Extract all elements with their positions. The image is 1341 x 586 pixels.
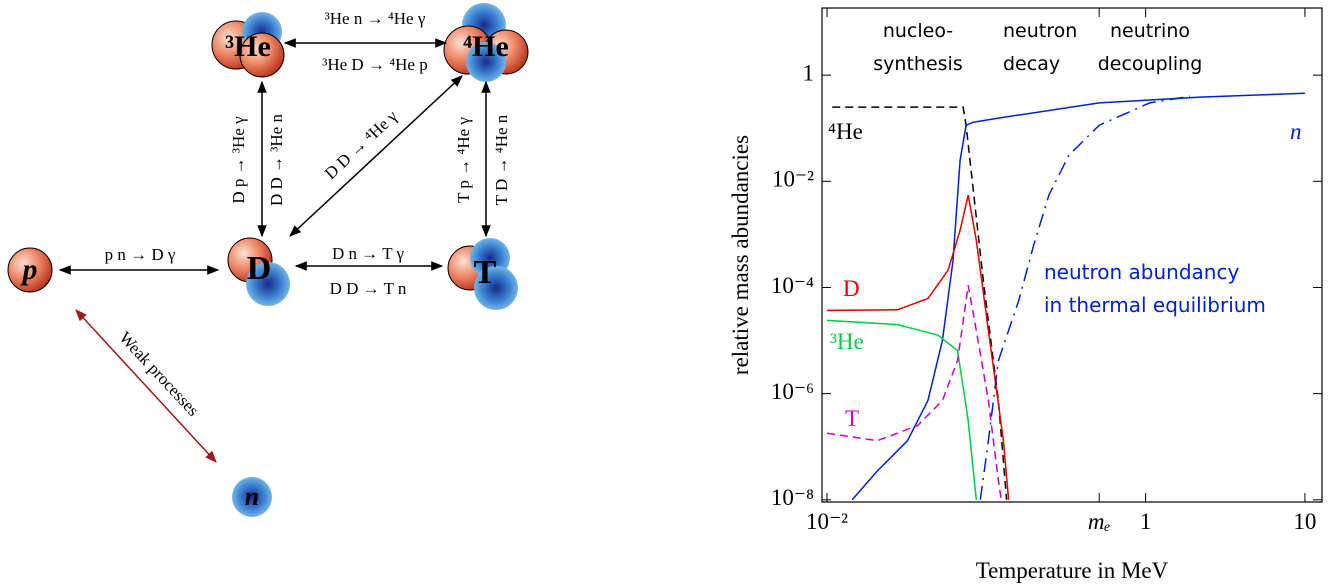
reaction-label: ³He D → ⁴He p: [322, 55, 427, 74]
annotation: neutrino decoupling: [1097, 20, 1203, 75]
reaction-arrow: [75, 309, 217, 463]
series-line: [979, 95, 1191, 500]
series-label: ³He: [830, 329, 864, 354]
x-tick-label: 1: [1140, 509, 1152, 534]
y-tick-label: 10⁻²: [772, 167, 814, 192]
reaction-arrow: [289, 75, 463, 237]
nucleon: [239, 32, 285, 78]
series-label: T: [845, 406, 860, 431]
plot-frame: [821, 7, 1323, 503]
nucleon: [7, 247, 53, 293]
annotation: nucleo- synthesis: [873, 20, 963, 75]
node-label: ³He: [225, 30, 271, 63]
y-tick-label: 1: [803, 60, 815, 85]
node-label: T: [474, 254, 497, 291]
series-line: [826, 285, 1002, 500]
reaction-label: p n → D γ: [105, 245, 176, 264]
y-tick-label: 10⁻⁸: [771, 485, 814, 510]
node-label: n: [245, 482, 259, 511]
y-tick-label: 10⁻⁴: [771, 273, 814, 298]
x-axis-label: Temperature in MeV: [976, 558, 1169, 583]
series-line: [832, 106, 1008, 500]
reaction-label: ³He n → ⁴He γ: [325, 9, 426, 28]
node-label: ⁴He: [463, 30, 509, 63]
reaction-label: D p → ³He γ: [229, 116, 248, 204]
series-label: D: [843, 276, 860, 301]
x-tick-label: 10⁻²: [806, 509, 848, 534]
node-label: p: [20, 253, 38, 286]
nucleon: [232, 477, 272, 517]
reaction-label: D D → T n: [330, 279, 407, 298]
annotation: neutron decay: [1003, 20, 1078, 75]
reaction-label: T D → ⁴He n: [492, 114, 511, 205]
series-label: neutron abundancy in thermal equilibrium: [1044, 260, 1266, 317]
x-tick-label: 10: [1293, 509, 1316, 534]
nucleon: [246, 262, 290, 306]
series-label: ⁴He: [828, 119, 863, 144]
reaction-label: D n → T γ: [332, 244, 405, 263]
reaction-label: Weak processes: [116, 328, 203, 420]
reaction-label: D D → ³He n: [267, 114, 286, 206]
nucleon: [474, 266, 518, 310]
x-tick-label: mₑ: [1088, 509, 1111, 534]
series-line: [851, 92, 1305, 501]
series-line: [826, 319, 978, 500]
reaction-label: T p → ⁴He γ: [454, 117, 473, 203]
node-label: D: [247, 250, 272, 287]
series-label: n: [1290, 119, 1302, 144]
nucleon: [466, 42, 506, 82]
plot-area: [826, 92, 1305, 501]
y-tick-label: 10⁻⁶: [771, 379, 814, 404]
y-axis-label: relative mass abundancies: [728, 135, 753, 375]
